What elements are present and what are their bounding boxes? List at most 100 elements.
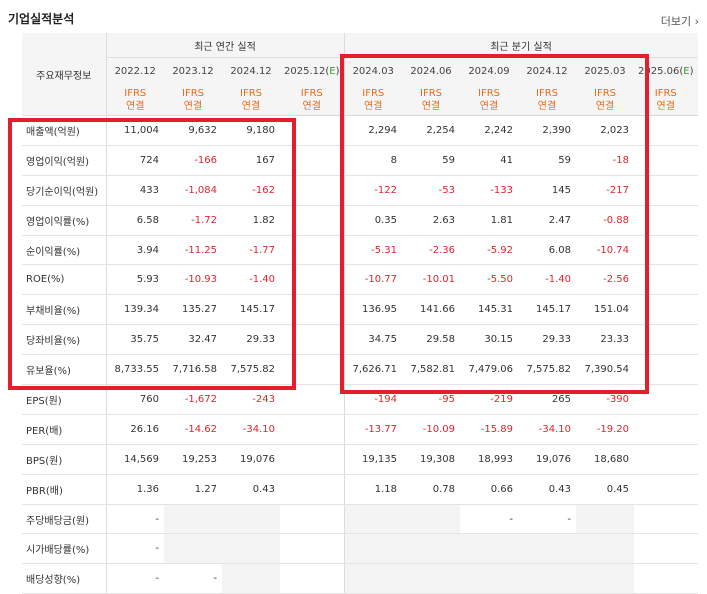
quarter-value-cell: -15.89 — [460, 414, 518, 445]
quarter-value-cell: 6.08 — [518, 235, 576, 266]
annual-value-cell — [280, 384, 344, 415]
annual-value-cell: 35.75 — [105, 324, 164, 356]
ifrs-bottom-text: 연결 — [479, 101, 499, 112]
annual-value-cell: -14.62 — [164, 414, 222, 445]
annual-value-cell: 7,716.58 — [164, 354, 222, 386]
quarter-value-cell: 151.04 — [576, 294, 634, 326]
annual-value-cell: - — [105, 504, 164, 535]
quarter-value-cell — [634, 444, 698, 475]
ifrs-top-text: IFRS — [124, 88, 147, 99]
quarter-value-cell: -122 — [343, 175, 402, 206]
annual-value-cell — [280, 294, 344, 326]
section-title: 기업실적분석 — [8, 12, 75, 26]
table-row: 영업이익(억원) 724 -166 167 8 59 41 59 -18 — [22, 145, 698, 176]
quarter-value-cell — [634, 354, 698, 386]
ifrs-label: IFRS 연결 — [634, 85, 698, 116]
annual-date-header: 2023.12 — [164, 57, 222, 85]
quarter-value-cell: -1.40 — [518, 264, 576, 296]
annual-group-header: 최근 연간 실적 — [105, 33, 344, 58]
quarter-value-cell: 145.31 — [460, 294, 518, 326]
quarter-value-cell — [634, 414, 698, 445]
ifrs-bottom-text: 연결 — [364, 101, 383, 112]
annual-value-cell: 19,076 — [222, 444, 280, 475]
table-row: PBR(배) 1.36 1.27 0.43 1.18 0.78 0.66 0.43 0.45 — [22, 474, 698, 505]
table-row: 부채비율(%) 139.34 135.27 145.17 136.95 141.66 145… — [22, 294, 698, 326]
ifrs-label: IFRS 연결 — [518, 85, 576, 116]
row-label: 영업이익률(%) — [22, 205, 106, 236]
quarter-value-cell — [634, 264, 698, 296]
annual-value-cell: 7,575.82 — [222, 354, 280, 386]
annual-value-cell: 724 — [105, 145, 164, 176]
quarter-value-cell: -2.36 — [402, 235, 460, 266]
annual-value-cell: 6.58 — [105, 205, 164, 236]
quarter-value-cell: 7,626.71 — [343, 354, 402, 386]
quarter-value-cell: -53 — [402, 175, 460, 206]
ifrs-bottom-text: 연결 — [126, 101, 145, 112]
table-row: BPS(원) 14,569 19,253 19,076 19,135 19,308 18,9… — [22, 444, 698, 475]
annual-value-cell: 8,733.55 — [105, 354, 164, 386]
estimate-marker: E — [683, 66, 690, 77]
quarter-value-cell — [634, 324, 698, 356]
quarter-value-cell: 30.15 — [460, 324, 518, 356]
quarter-value-cell: 23.33 — [576, 324, 634, 356]
annual-value-cell: -243 — [222, 384, 280, 415]
date-text: 2025.12( — [284, 66, 330, 77]
quarter-value-cell: 41 — [460, 145, 518, 176]
quarter-value-cell: 1.81 — [460, 205, 518, 236]
quarter-value-cell — [634, 384, 698, 415]
quarter-value-cell: 145.17 — [518, 294, 576, 326]
quarter-value-cell: 29.58 — [402, 324, 460, 356]
row-label: 매출액(억원) — [22, 115, 106, 146]
ifrs-top-text: IFRS — [420, 88, 442, 99]
table-row: 매출액(억원) 11,004 9,632 9,180 2,294 2,254 2,242 2,… — [22, 115, 698, 146]
quarter-value-cell: 7,582.81 — [402, 354, 460, 386]
quarter-value-cell: -10.09 — [402, 414, 460, 445]
annual-value-cell — [222, 504, 280, 535]
quarter-value-cell — [460, 563, 518, 594]
ifrs-label: IFRS 연결 — [105, 85, 164, 116]
annual-value-cell: 29.33 — [222, 324, 280, 356]
quarter-value-cell: -0.88 — [576, 205, 634, 236]
quarter-value-cell: -219 — [460, 384, 518, 415]
annual-value-cell — [280, 175, 344, 206]
quarter-value-cell: 0.45 — [576, 474, 634, 505]
quarter-value-cell — [518, 533, 576, 565]
quarter-value-cell: -13.77 — [343, 414, 402, 445]
quarter-value-cell: 0.43 — [518, 474, 576, 505]
quarter-value-cell — [634, 235, 698, 266]
quarter-date-header: 2024.09 — [460, 57, 518, 85]
quarter-value-cell — [634, 205, 698, 236]
annual-value-cell: -1,672 — [164, 384, 222, 415]
ifrs-bottom-text: 연결 — [241, 101, 261, 112]
annual-value-cell — [280, 145, 344, 176]
quarter-value-cell — [634, 563, 698, 594]
annual-value-cell — [280, 414, 344, 445]
annual-date-header: 2022.12 — [105, 57, 164, 85]
quarter-date-header: 2024.03 — [343, 57, 402, 85]
quarter-value-cell — [518, 563, 576, 594]
quarter-value-cell: 265 — [518, 384, 576, 415]
annual-value-cell — [222, 563, 280, 594]
annual-value-cell: 1.27 — [164, 474, 222, 505]
table-row: 영업이익률(%) 6.58 -1.72 1.82 0.35 2.63 1.81 2.47 -0.… — [22, 205, 698, 236]
annual-value-cell: -1.77 — [222, 235, 280, 266]
ifrs-top-text: IFRS — [478, 88, 500, 99]
annual-value-cell: 0.43 — [222, 474, 280, 505]
annual-value-cell: - — [164, 563, 222, 594]
quarter-value-cell — [634, 115, 698, 146]
ifrs-label: IFRS 연결 — [164, 85, 222, 116]
date-text: ) — [689, 66, 694, 77]
quarter-value-cell: 2,023 — [576, 115, 634, 146]
ifrs-top-text: IFRS — [594, 88, 616, 99]
ifrs-bottom-text: 연결 — [421, 101, 441, 112]
annual-value-cell — [164, 533, 222, 565]
quarter-date-header: 2024.12 — [518, 57, 576, 85]
more-link[interactable]: 더보기 › — [660, 15, 699, 28]
annual-value-cell — [280, 354, 344, 386]
annual-value-cell — [280, 115, 344, 146]
ifrs-top-text: IFRS — [362, 88, 385, 99]
annual-value-cell — [280, 324, 344, 356]
quarter-value-cell: -19.20 — [576, 414, 634, 445]
quarter-value-cell — [634, 504, 698, 535]
header-date-row: 2022.12 2023.12 2024.12 2025.12( E) 2024.03 20… — [22, 57, 698, 85]
